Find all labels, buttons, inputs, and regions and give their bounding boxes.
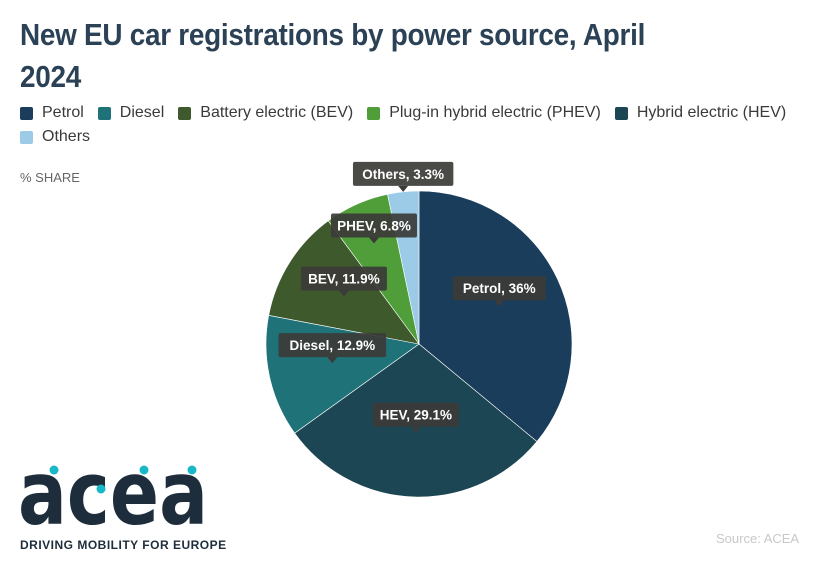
data-label-4: PHEV, 6.8% <box>330 213 417 244</box>
data-label-text: PHEV, 6.8% <box>337 218 411 233</box>
logo-tagline: DRIVING MOBILITY FOR EUROPE <box>20 538 227 552</box>
data-label-text: Petrol, 36% <box>463 281 536 296</box>
legend-swatch <box>20 130 33 144</box>
legend-label: Petrol <box>42 104 84 121</box>
legend-swatch <box>97 106 111 120</box>
chart-legend: Petrol Diesel Battery electric (BEV) Plug-i… <box>20 104 810 146</box>
legend-item-2[interactable]: Battery electric (BEV) <box>178 104 353 122</box>
legend-label: Diesel <box>119 104 165 121</box>
legend-label: Battery electric (BEV) <box>200 104 354 121</box>
data-label-3: BEV, 11.9% <box>300 266 387 297</box>
data-label-0: Petrol, 36% <box>452 276 546 307</box>
legend-label: Hybrid electric (HEV) <box>636 104 787 121</box>
legend-label: Plug-in hybrid electric (PHEV) <box>389 104 601 121</box>
data-label-5: Others, 3.3% <box>352 161 454 192</box>
acea-logo: acea <box>18 442 218 545</box>
data-label-text: HEV, 29.1% <box>380 408 452 423</box>
legend-swatch <box>367 106 381 120</box>
data-label-text: BEV, 11.9% <box>308 272 380 287</box>
data-label-2: Diesel, 12.9% <box>278 333 387 364</box>
logo-dot-2 <box>96 484 106 494</box>
legend-swatch <box>614 106 628 120</box>
legend-item-3[interactable]: Plug-in hybrid electric (PHEV) <box>367 104 601 122</box>
legend-item-1[interactable]: Diesel <box>97 104 165 122</box>
logo-dot-4 <box>187 465 197 475</box>
legend-item-4[interactable]: Hybrid electric (HEV) <box>614 104 787 122</box>
logo-dot-1 <box>49 465 59 475</box>
logo-dot-3 <box>139 465 149 475</box>
data-label-1: HEV, 29.1% <box>372 402 459 433</box>
legend-item-5[interactable]: Others <box>20 128 90 146</box>
source-note: Source: ACEA <box>716 531 800 546</box>
legend-swatch <box>178 106 192 120</box>
unit-label: % SHARE <box>20 170 80 185</box>
legend-item-0[interactable]: Petrol <box>20 104 84 122</box>
pie-slice-0[interactable] <box>418 190 573 442</box>
legend-swatch <box>20 106 33 120</box>
legend-label: Others <box>42 128 91 145</box>
data-label-text: Diesel, 12.9% <box>290 338 376 353</box>
data-label-text: Others, 3.3% <box>362 167 444 182</box>
logo-wordmark: acea <box>18 458 208 532</box>
chart-title: New EU car registrations by power source… <box>20 17 646 94</box>
